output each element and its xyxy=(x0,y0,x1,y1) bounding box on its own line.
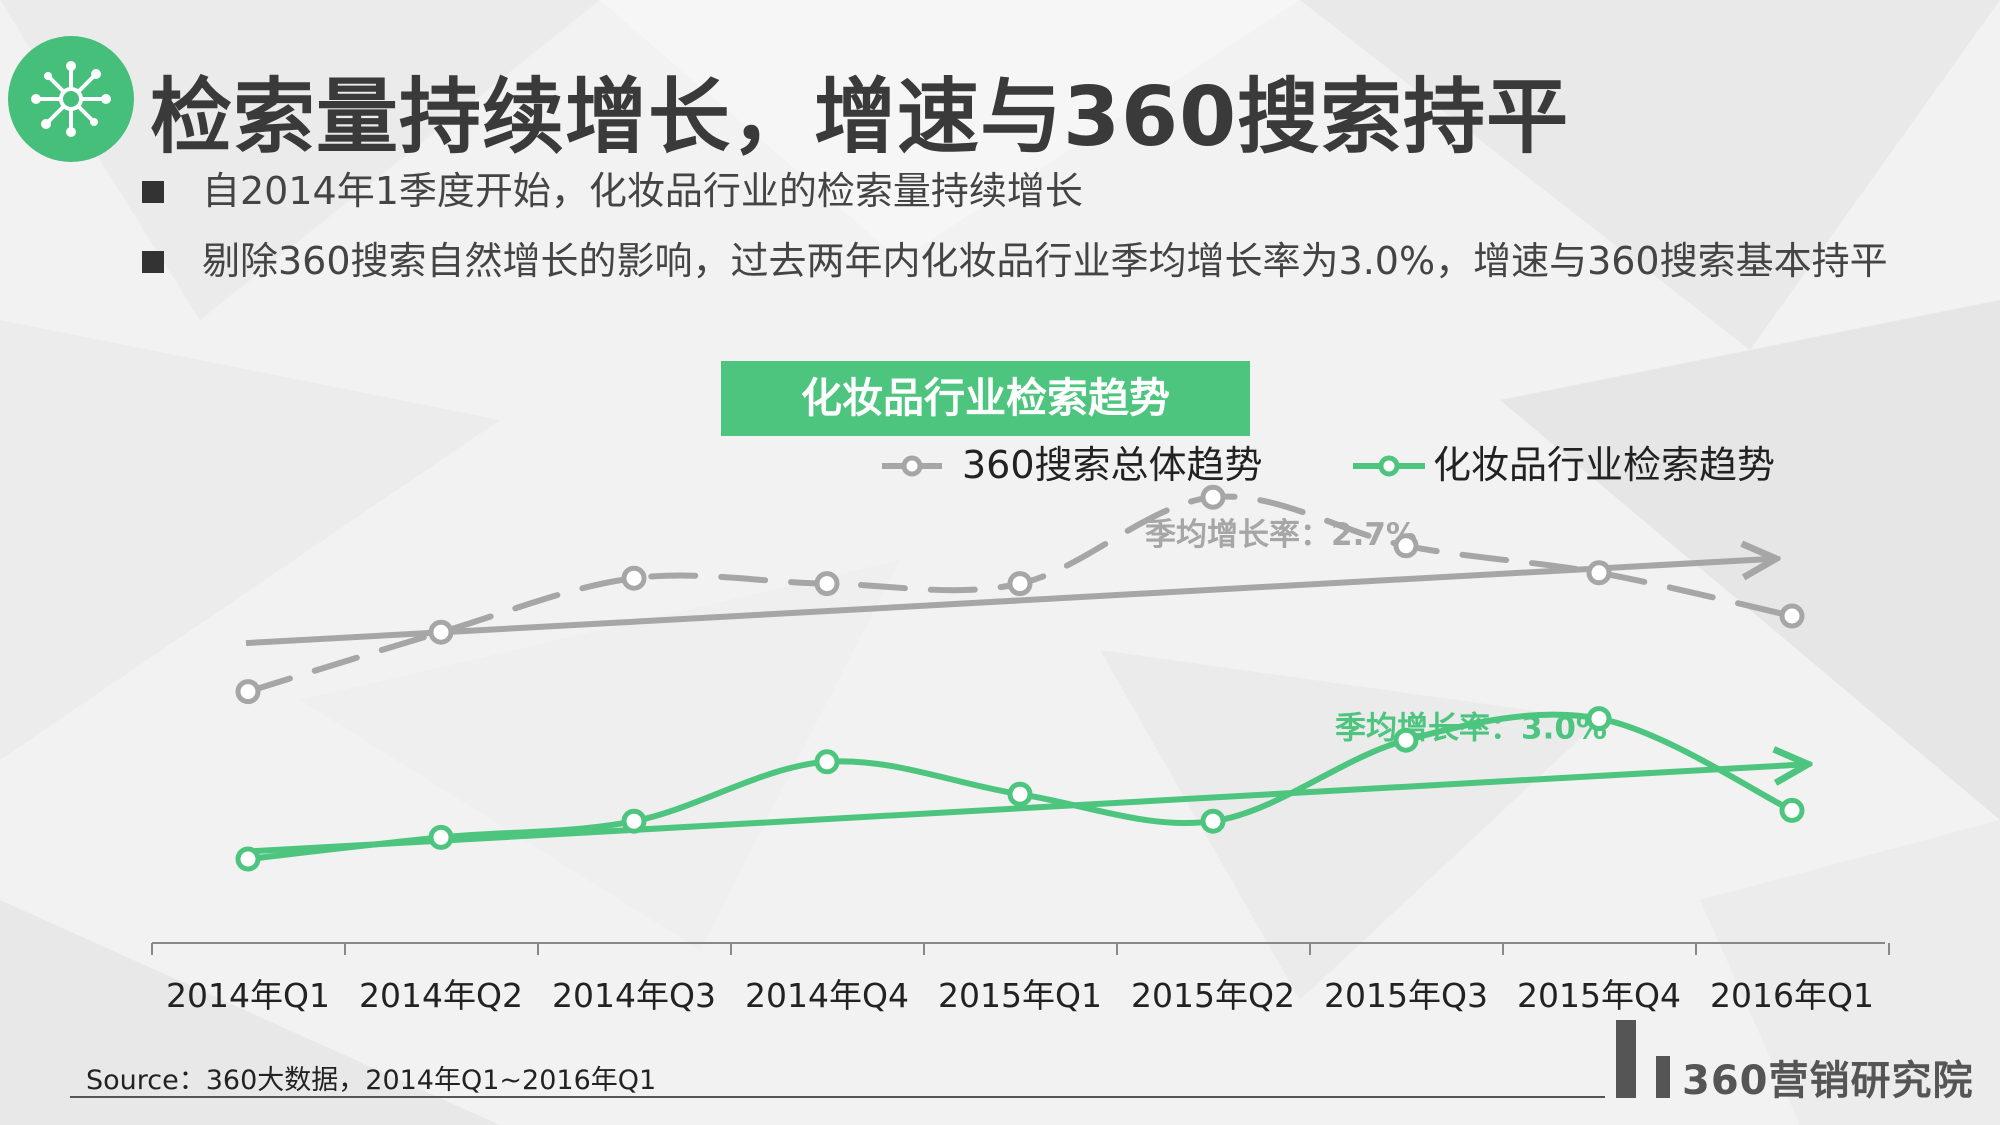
footer-divider xyxy=(70,1096,1605,1098)
data-point xyxy=(1586,560,1612,586)
data-point xyxy=(1779,603,1805,629)
network-hub-icon xyxy=(8,36,134,162)
page-title: 检索量持续增长，增速与360搜索持平 xyxy=(150,70,1570,165)
bullet-item: 自2014年1季度开始，化妆品行业的检索量持续增长 xyxy=(140,163,1888,233)
x-tick-label: 2014年Q2 xyxy=(359,976,523,1015)
x-tick-label: 2015年Q4 xyxy=(1517,976,1681,1015)
trend-arrow xyxy=(245,559,1772,647)
x-tick-label: 2016年Q1 xyxy=(1710,976,1874,1015)
x-tick-label: 2015年Q3 xyxy=(1324,976,1488,1015)
data-point xyxy=(1779,797,1805,823)
data-point xyxy=(235,679,261,705)
data-point xyxy=(814,571,840,597)
brand-logo: 360营销研究院 xyxy=(1616,1020,1986,1104)
bullet-item: 剔除360搜索自然增长的影响，过去两年内化妆品行业季均增长率为3.0%，增速与3… xyxy=(140,233,1888,303)
x-tick-label: 2014年Q4 xyxy=(745,976,909,1015)
data-point xyxy=(1586,706,1612,732)
data-point xyxy=(1393,533,1419,559)
data-point xyxy=(1007,781,1033,807)
growth-rate-annotation: 季均增长率：2.7% xyxy=(1145,517,1417,553)
data-point xyxy=(1007,571,1033,597)
chart-title: 化妆品行业检索趋势 xyxy=(721,361,1250,436)
data-point xyxy=(428,619,454,645)
brand-bar xyxy=(1616,1020,1636,1098)
trend-arrow xyxy=(245,764,1804,855)
legend-swatch-marker xyxy=(901,455,923,477)
legend-swatch-marker xyxy=(1378,455,1400,477)
data-point xyxy=(1200,808,1226,834)
legend-label: 化妆品行业检索趋势 xyxy=(1433,443,1775,487)
brand-name: 360营销研究院 xyxy=(1682,1058,1974,1104)
square-bullet-icon xyxy=(142,181,164,203)
brand-bar xyxy=(1656,1056,1670,1098)
bullet-text: 自2014年1季度开始，化妆品行业的检索量持续增长 xyxy=(202,169,1083,213)
legend-label: 360搜索总体趋势 xyxy=(962,443,1263,487)
x-tick-label: 2015年Q1 xyxy=(938,976,1102,1015)
bullet-text: 剔除360搜索自然增长的影响，过去两年内化妆品行业季均增长率为3.0%，增速与3… xyxy=(202,239,1888,283)
data-point xyxy=(621,808,647,834)
square-bullet-icon xyxy=(142,251,164,273)
data-point xyxy=(814,749,840,775)
data-point xyxy=(1393,727,1419,753)
x-tick-label: 2014年Q3 xyxy=(552,976,716,1015)
data-point xyxy=(621,565,647,591)
bullet-list: 自2014年1季度开始，化妆品行业的检索量持续增长 剔除360搜索自然增长的影响… xyxy=(140,163,1888,303)
source-note: Source：360大数据，2014年Q1~2016年Q1 xyxy=(86,1065,657,1096)
data-point xyxy=(1200,484,1226,510)
x-tick-label: 2014年Q1 xyxy=(166,976,330,1015)
data-point xyxy=(428,824,454,850)
data-point xyxy=(235,846,261,872)
x-tick-label: 2015年Q2 xyxy=(1131,976,1295,1015)
